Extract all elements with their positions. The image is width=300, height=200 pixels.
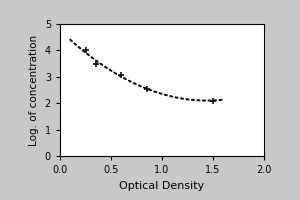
Y-axis label: Log. of concentration: Log. of concentration — [29, 34, 39, 146]
X-axis label: Optical Density: Optical Density — [119, 181, 205, 191]
